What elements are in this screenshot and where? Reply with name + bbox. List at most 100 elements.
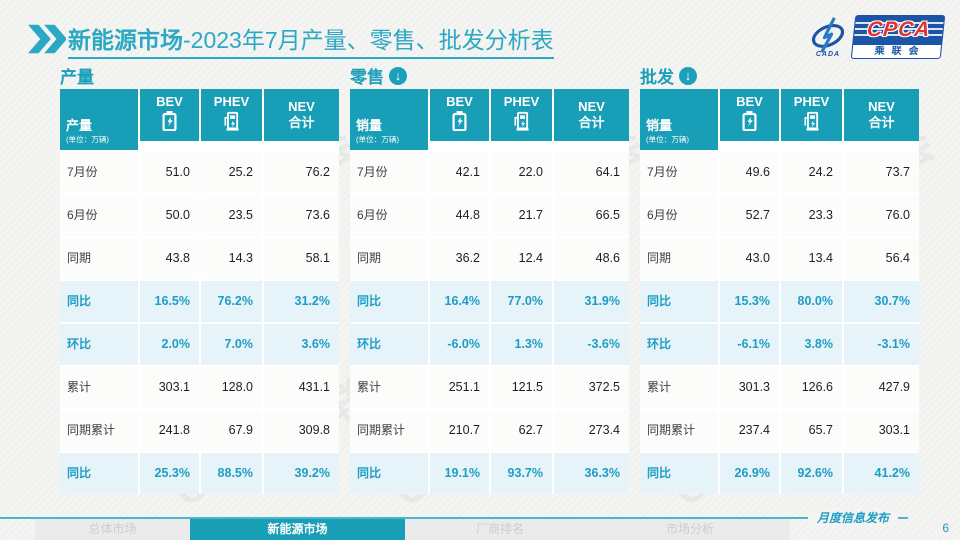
unit-header-cell: 产量 (单位：万辆) (60, 89, 138, 150)
data-table: 销量 (单位：万辆) BEV PHEV (640, 89, 919, 494)
cell-value: 93.7% (491, 453, 552, 494)
page-title: 新能源市场-2023年7月产量、零售、批发分析表 (68, 21, 554, 59)
nev-column-label-line1: NEV (288, 98, 315, 114)
cell-value: 2.0% (140, 324, 199, 365)
cell-value: 23.3 (781, 195, 842, 236)
cell-value: 49.6 (720, 152, 779, 193)
cell-value: 43.0 (720, 238, 779, 279)
cell-value: 22.0 (491, 152, 552, 193)
unit-sub-label: (单位：万辆) (646, 135, 690, 144)
cell-value: 19.1% (430, 453, 489, 494)
unit-header-cell: 销量 (单位：万辆) (640, 89, 718, 150)
row-label: 同比 (640, 281, 718, 322)
nev-column-label-line2: 合计 (578, 115, 605, 130)
cell-value: 30.7% (844, 281, 919, 322)
cell-value: 25.2 (201, 152, 262, 193)
cell-value: 58.1 (264, 238, 339, 279)
section-title: 产量 (60, 62, 339, 89)
row-label: 同比 (60, 281, 138, 322)
cell-value: 51.0 (140, 152, 199, 193)
nev-column-label-line2: 合计 (868, 115, 895, 130)
row-label: 7月份 (350, 152, 428, 193)
charging-station-icon (513, 111, 530, 136)
footer-tab-item[interactable]: 市场分析 (665, 522, 714, 536)
cell-value: 50.0 (140, 195, 199, 236)
cell-value: 44.8 (430, 195, 489, 236)
phev-column-label: PHEV (503, 94, 540, 109)
charging-station-icon (223, 111, 240, 136)
row-label: 环比 (350, 324, 428, 365)
row-label: 同比 (350, 281, 428, 322)
nev-header-cell: NEV 合计 (554, 89, 629, 141)
nev-header-cell: NEV 合计 (844, 89, 919, 141)
section-title-text: 零售 (350, 68, 384, 87)
cell-value: 128.0 (201, 367, 262, 408)
cell-value: 237.4 (720, 410, 779, 451)
cell-value: 48.6 (554, 238, 629, 279)
bev-header-cell: BEV (720, 89, 779, 141)
cell-value: 67.9 (201, 410, 262, 451)
cell-value: 64.1 (554, 152, 629, 193)
cpca-logo: CADA CPCA 乘联会 (806, 16, 945, 58)
cell-value: 42.1 (430, 152, 489, 193)
row-label: 同期累计 (640, 410, 718, 451)
row-label: 7月份 (640, 152, 718, 193)
phev-header-cell: PHEV (491, 89, 552, 141)
cell-value: 16.5% (140, 281, 199, 322)
battery-icon (452, 111, 467, 136)
footer-tab-item[interactable]: 总体市场 (88, 522, 137, 536)
phev-column-label: PHEV (793, 94, 830, 109)
double-chevron-icon (28, 24, 67, 59)
row-label: 同期累计 (350, 410, 428, 451)
cell-value: 3.6% (264, 324, 339, 365)
battery-icon (162, 111, 177, 136)
cell-value: 427.9 (844, 367, 919, 408)
row-label: 同期累计 (60, 410, 138, 451)
page-title-bold: 新能源市场 (68, 27, 183, 53)
bev-column-label: BEV (156, 94, 183, 109)
page-title-rest: -2023年7月产量、零售、批发分析表 (183, 27, 554, 53)
tables-row: 产量 产量 (单位：万辆) BEV PHEV (60, 62, 920, 494)
bev-column-label: BEV (446, 94, 473, 109)
cell-value: 12.4 (491, 238, 552, 279)
row-label: 累计 (60, 367, 138, 408)
table-section: 零售 ↓ 销量 (单位：万辆) BEV PHEV (350, 62, 629, 494)
bev-column-label: BEV (736, 94, 763, 109)
page-number: 6 (942, 521, 949, 535)
row-label: 累计 (350, 367, 428, 408)
table-section: 批发 ↓ 销量 (单位：万辆) BEV PHEV (640, 62, 919, 494)
cell-value: 241.8 (140, 410, 199, 451)
data-table: 销量 (单位：万辆) BEV PHEV (350, 89, 629, 494)
section-title-text: 产量 (60, 68, 94, 87)
cell-value: 24.2 (781, 152, 842, 193)
battery-icon (742, 111, 757, 136)
row-label: 7月份 (60, 152, 138, 193)
cell-value: 88.5% (201, 453, 262, 494)
publish-label: 月度信息发布 (807, 509, 898, 526)
cell-value: 52.7 (720, 195, 779, 236)
cpca-label: CPCA (865, 18, 932, 41)
cell-value: 36.2 (430, 238, 489, 279)
unit-label: 产量 (66, 118, 93, 133)
cell-value: -6.0% (430, 324, 489, 365)
data-table: 产量 (单位：万辆) BEV PHEV (60, 89, 339, 494)
cell-value: 77.0% (491, 281, 552, 322)
footer-tab-item[interactable]: 厂商排名 (475, 522, 524, 536)
row-label: 同期 (60, 238, 138, 279)
cada-label: CADA (815, 51, 841, 58)
footer-tab-active[interactable]: 新能源市场 (190, 519, 405, 540)
row-label: 环比 (60, 324, 138, 365)
phev-column-label: PHEV (213, 94, 250, 109)
cell-value: -6.1% (720, 324, 779, 365)
table-section: 产量 产量 (单位：万辆) BEV PHEV (60, 62, 339, 494)
cell-value: 303.1 (140, 367, 199, 408)
row-label: 同期 (640, 238, 718, 279)
cell-value: 76.2 (264, 152, 339, 193)
cell-value: 73.7 (844, 152, 919, 193)
section-title-text: 批发 (640, 68, 674, 87)
footer-divider-line (0, 517, 908, 519)
cell-value: 210.7 (430, 410, 489, 451)
cell-value: 121.5 (491, 367, 552, 408)
cell-value: 301.3 (720, 367, 779, 408)
cell-value: 31.2% (264, 281, 339, 322)
